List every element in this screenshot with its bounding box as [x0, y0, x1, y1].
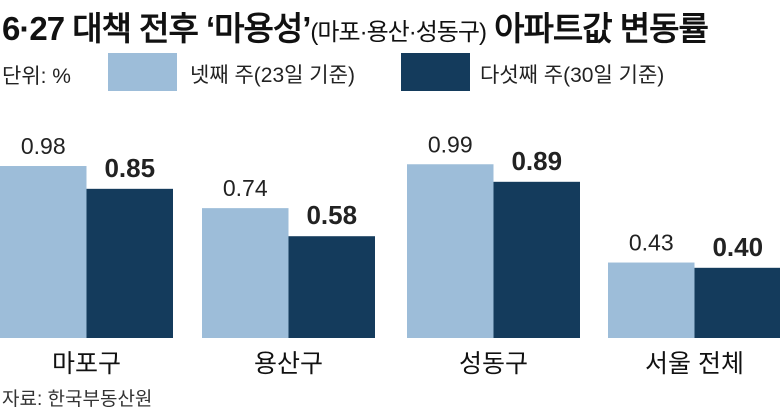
- legend-label-week4: 넷째 주(23일 기준): [190, 64, 355, 87]
- legend-swatch-week5: [401, 53, 470, 91]
- category-label: 마포구: [52, 350, 121, 378]
- data-label: 0.99: [428, 131, 473, 157]
- bar: [288, 236, 375, 338]
- data-label: 0.89: [511, 146, 562, 176]
- data-label: 0.58: [306, 200, 357, 230]
- data-label: 0.40: [712, 232, 763, 262]
- source-note: 자료: 한국부동산원: [2, 389, 153, 410]
- bar: [608, 262, 695, 338]
- bar: [86, 188, 173, 338]
- bar: [202, 208, 289, 338]
- bar: [0, 166, 87, 338]
- category-label: 서울 전체: [645, 350, 744, 378]
- unit-label: 단위: %: [2, 65, 71, 88]
- data-label: 0.43: [629, 230, 674, 256]
- chart-title: 6·27 대책 전후 ‘마용성’(마포·용산·성동구) 아파트값 변동률: [2, 10, 709, 47]
- data-label: 0.85: [104, 153, 155, 183]
- legend-label-week5: 다섯째 주(30일 기준): [480, 64, 665, 87]
- category-label: 용산구: [254, 350, 323, 378]
- bar: [493, 181, 580, 338]
- data-label: 0.98: [21, 133, 66, 159]
- category-label: 성동구: [459, 350, 528, 378]
- data-label: 0.74: [223, 175, 268, 201]
- legend-swatch-week4: [108, 53, 177, 91]
- bar: [407, 164, 494, 338]
- bar: [694, 267, 780, 338]
